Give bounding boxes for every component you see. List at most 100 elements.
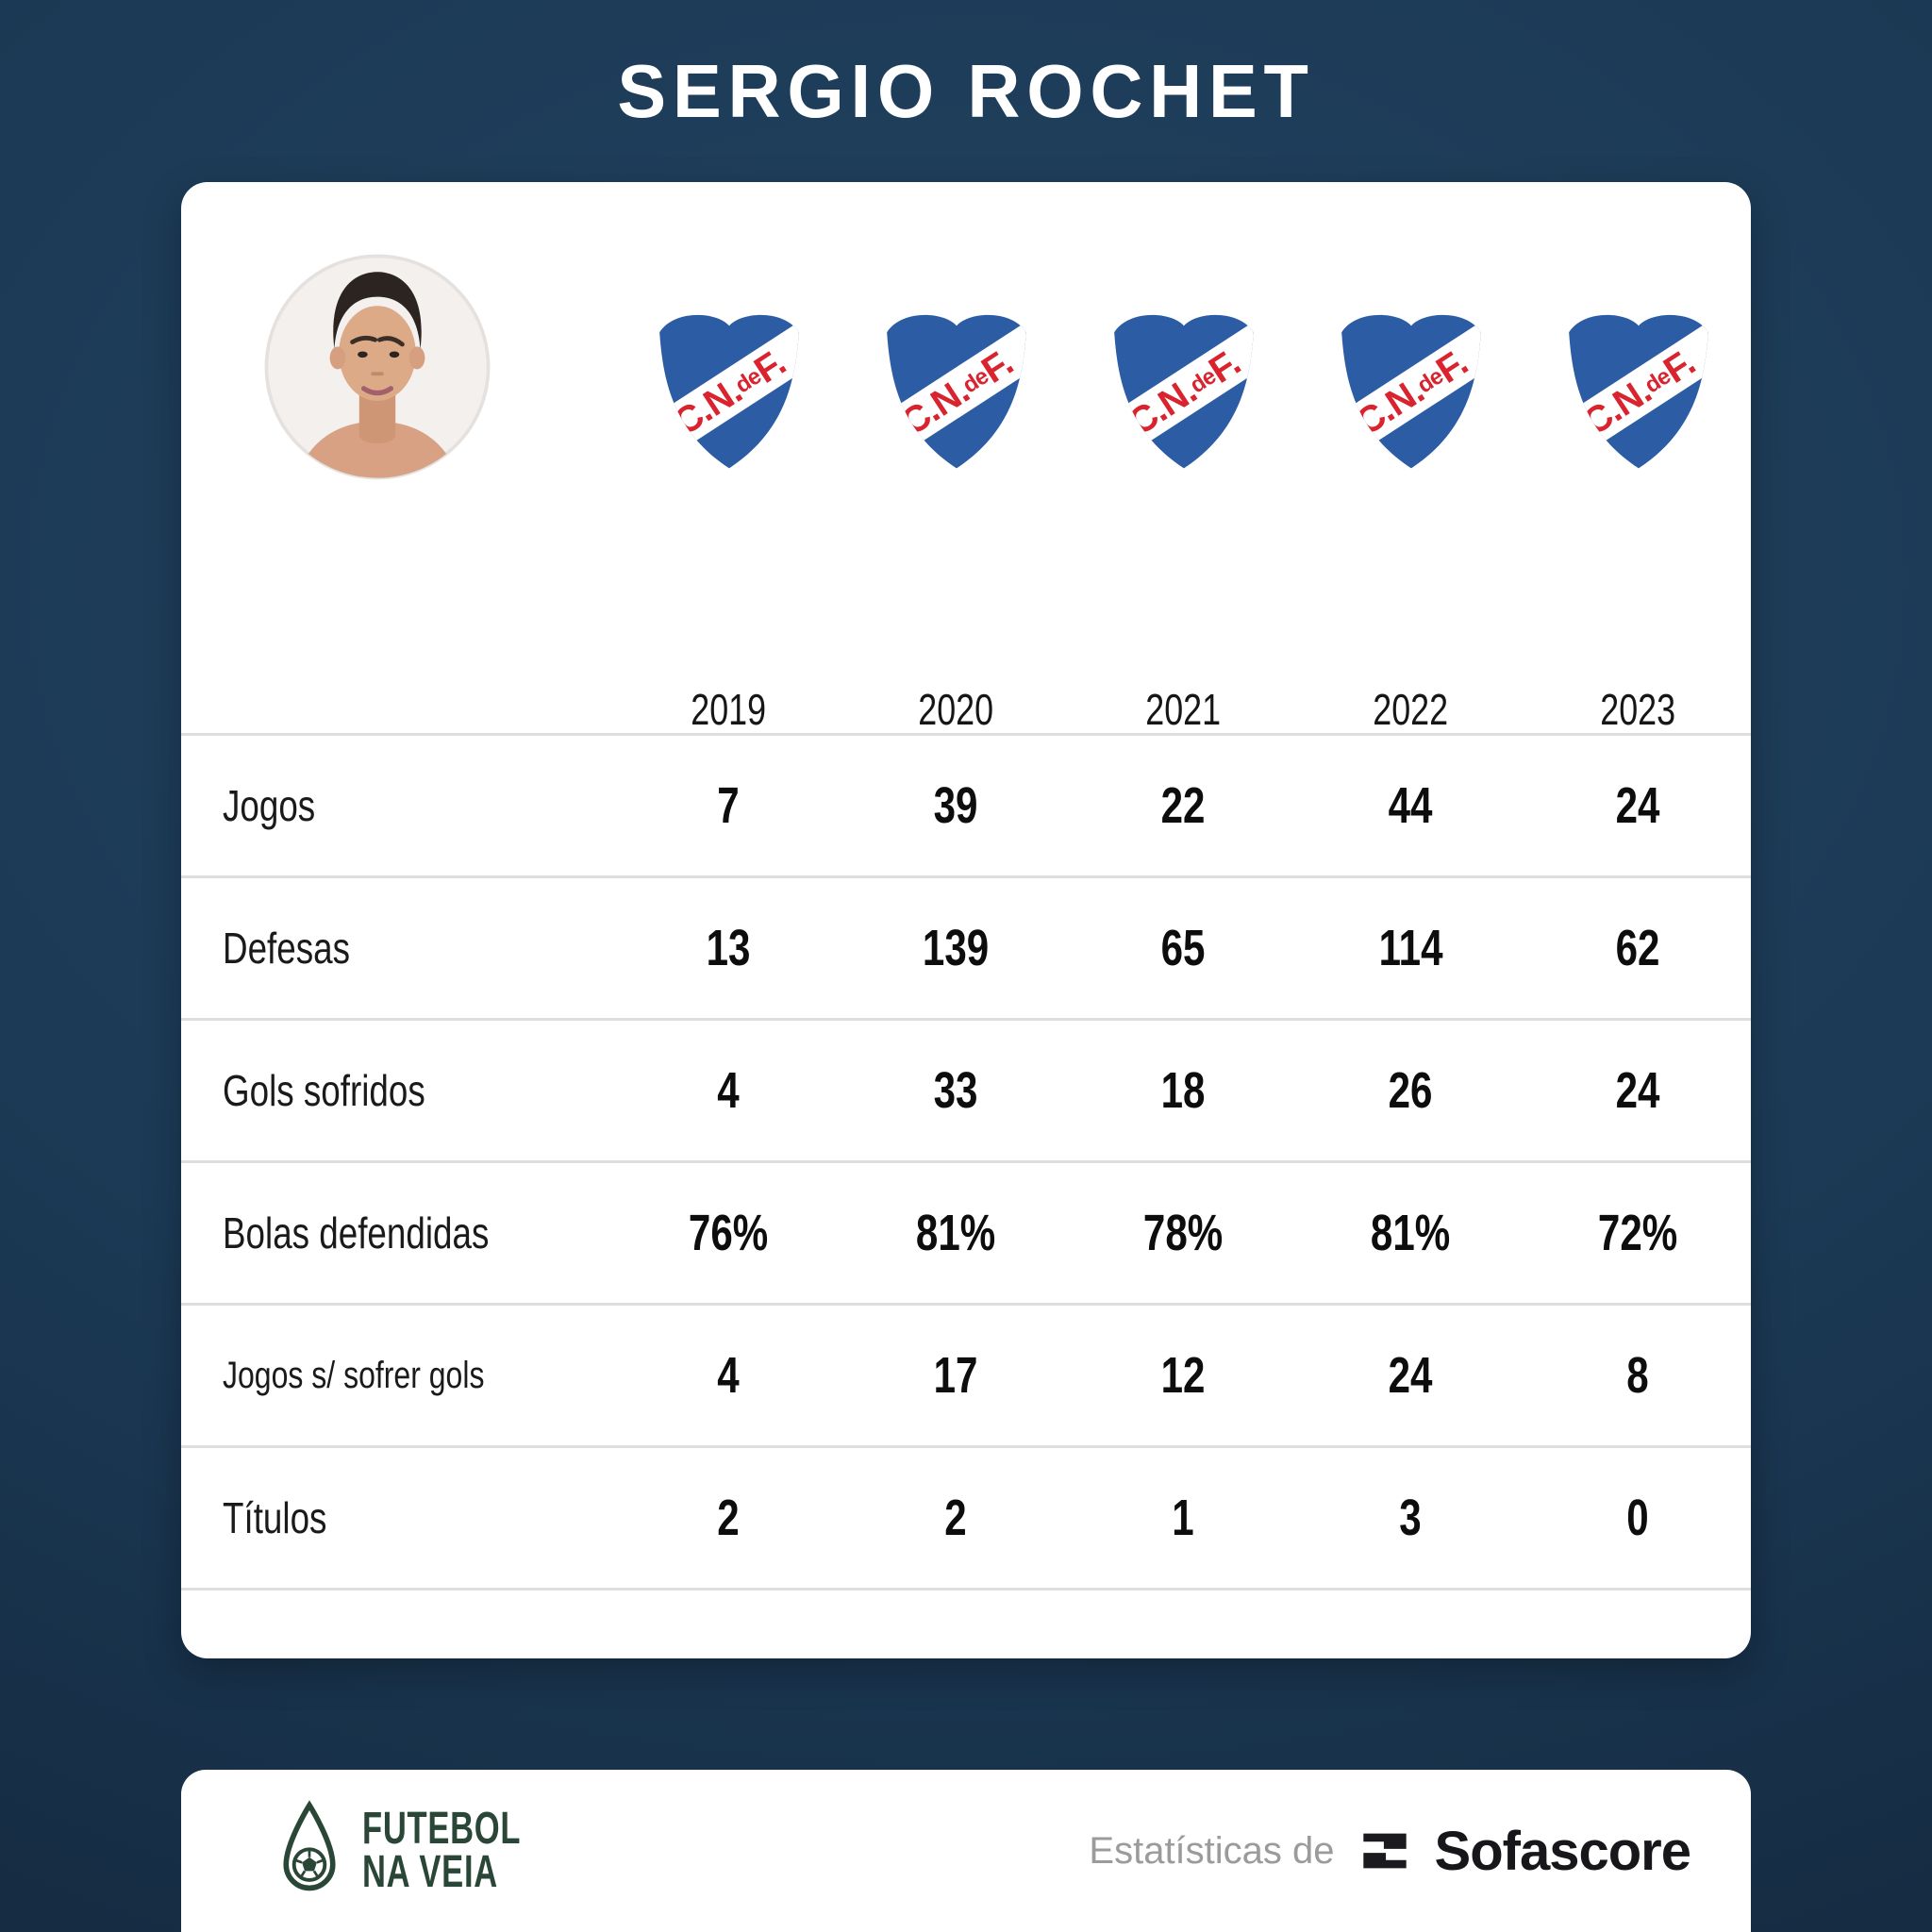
season-year-cell: 2019 [615,684,842,735]
nacional-crest-icon: C.N.deF. [1113,314,1254,469]
table-row: Títulos 2 2 1 3 0 [181,1445,1751,1588]
player-photo-icon [264,254,491,480]
season-year-cell: 2022 [1297,684,1524,735]
stat-value-cell: 1 [1070,1489,1297,1547]
stats-card: C.N.deF. C.N.deF. [181,182,1751,1658]
stat-value-cell: 81% [842,1204,1070,1262]
row-label-cell: Jogos s/ sofrer gols [181,1355,615,1397]
club-badge: C.N.deF. [1297,305,1524,476]
table-row: Jogos s/ sofrer gols 4 17 12 24 8 [181,1303,1751,1445]
stat-value-cell: 65 [1070,919,1297,977]
stat-value: 13 [707,920,751,976]
stat-value: 39 [934,777,978,834]
stat-value: 24 [1616,777,1660,834]
stat-value: 17 [934,1347,978,1404]
stat-value-cell: 0 [1524,1489,1752,1547]
stat-value-cell: 4 [615,1061,842,1120]
stat-value-cell: 114 [1297,919,1524,977]
stat-value-cell: 72% [1524,1204,1752,1262]
brand-text: FUTEBOL NA VEIA [362,1803,583,1897]
stat-value: 114 [1378,920,1443,976]
stat-value: 12 [1161,1347,1206,1404]
nacional-crest-icon: C.N.deF. [1341,314,1481,469]
row-label-cell: Títulos [181,1492,615,1543]
player-avatar [264,254,491,480]
brand-line-2: NA VEIA [362,1847,498,1897]
year-label: 2023 [1600,685,1676,734]
title-band: SERGIO ROCHET [607,0,1325,182]
stat-value-cell: 24 [1524,1061,1752,1120]
year-label: 2019 [691,685,767,734]
table-row: Jogos 7 39 22 44 24 [181,733,1751,875]
stat-value: 65 [1161,920,1206,976]
table-row: Gols sofridos 4 33 18 26 24 [181,1018,1751,1160]
stat-value: 78% [1143,1205,1224,1261]
table-row: Bolas defendidas 76% 81% 78% 81% 72% [181,1160,1751,1303]
stat-value-cell: 2 [842,1489,1070,1547]
stat-value: 76% [689,1205,769,1261]
card-header: C.N.deF. C.N.deF. [181,182,1752,735]
stat-value-cell: 4 [615,1346,842,1405]
stat-value: 8 [1626,1347,1650,1404]
row-label: Jogos s/ sofrer gols [223,1354,485,1396]
stat-value-cell: 26 [1297,1061,1524,1120]
stat-value: 4 [717,1062,741,1119]
stat-value-cell: 22 [1070,776,1297,835]
futebol-na-veia-logo: FUTEBOL NA VEIA [275,1800,583,1902]
year-label: 2021 [1145,685,1222,734]
nacional-crest-icon: C.N.deF. [658,314,799,469]
stat-value: 26 [1389,1062,1433,1119]
page-title: SERGIO ROCHET [617,48,1315,133]
stat-value: 2 [944,1490,968,1546]
stat-value-cell: 24 [1524,776,1752,835]
stats-rows: Jogos 7 39 22 44 24 Defesas 13 139 65 11… [181,733,1751,1591]
nacional-crest-icon: C.N.deF. [886,314,1026,469]
row-label-cell: Jogos [181,780,615,831]
stat-value: 62 [1616,920,1660,976]
badge-row: C.N.deF. C.N.deF. [615,305,1752,476]
drop-soccer-ball-icon [283,1800,336,1891]
club-badge: C.N.deF. [1524,305,1752,476]
brand-line-1: FUTEBOL [362,1803,522,1854]
year-label: 2022 [1373,685,1449,734]
row-label: Títulos [223,1493,327,1542]
stat-value: 4 [717,1347,741,1404]
credit-prefix: Estatísticas de [1089,1829,1335,1872]
stat-value-cell: 24 [1297,1346,1524,1405]
season-year-cell: 2020 [842,684,1070,735]
stat-value: 1 [1172,1490,1195,1546]
stat-value: 33 [934,1062,978,1119]
row-label: Bolas defendidas [223,1208,490,1257]
stat-value: 81% [916,1205,996,1261]
stat-value: 18 [1161,1062,1206,1119]
stat-value-cell: 81% [1297,1204,1524,1262]
footer-bar: FUTEBOL NA VEIA Estatísticas de Sofascor… [181,1770,1751,1932]
season-year-cell: 2023 [1524,684,1752,735]
row-label: Gols sofridos [223,1066,425,1115]
club-badge: C.N.deF. [615,305,842,476]
stat-value: 81% [1371,1205,1451,1261]
stat-value: 139 [923,920,990,976]
club-badge: C.N.deF. [1070,305,1297,476]
stat-value: 3 [1399,1490,1423,1546]
stat-value: 2 [717,1490,741,1546]
season-year-cell: 2021 [1070,684,1297,735]
stat-value-cell: 18 [1070,1061,1297,1120]
stat-value-cell: 7 [615,776,842,835]
sofascore-icon [1362,1833,1407,1869]
stat-value: 0 [1626,1490,1650,1546]
stat-value-cell: 13 [615,919,842,977]
club-badge: C.N.deF. [842,305,1070,476]
stat-value: 24 [1389,1347,1433,1404]
sofascore-wordmark: Sofascore [1434,1820,1691,1882]
stat-value-cell: 12 [1070,1346,1297,1405]
table-row: Defesas 13 139 65 114 62 [181,875,1751,1018]
stat-value-cell: 62 [1524,919,1752,977]
stat-value-cell: 39 [842,776,1070,835]
nacional-crest-icon: C.N.deF. [1568,314,1708,469]
stat-value-cell: 78% [1070,1204,1297,1262]
row-label-cell: Defesas [181,923,615,974]
stat-value-cell: 139 [842,919,1070,977]
row-label: Jogos [223,781,316,830]
stat-value: 22 [1161,777,1206,834]
